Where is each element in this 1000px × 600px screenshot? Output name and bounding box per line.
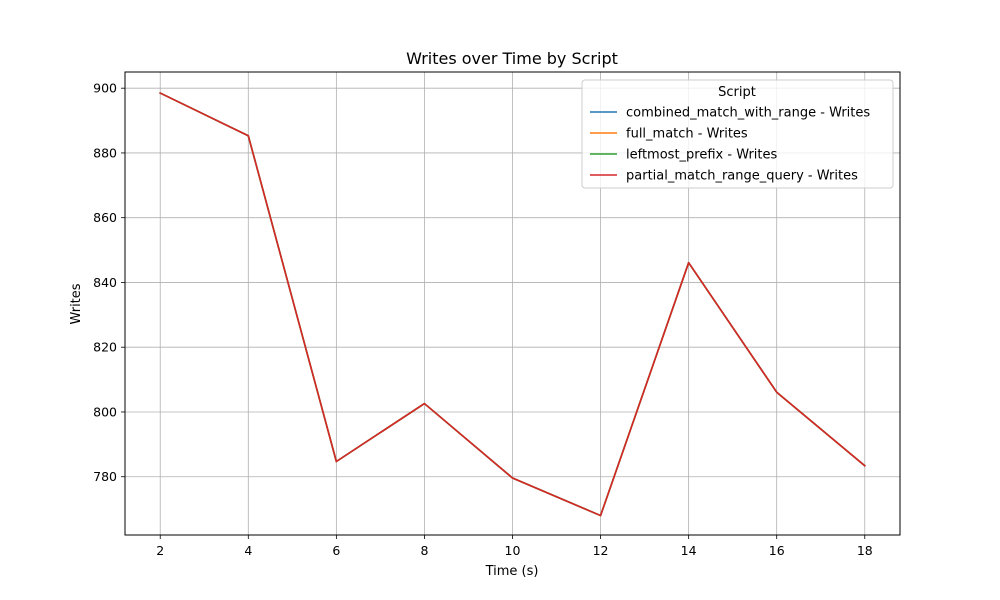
legend-title: Script — [718, 85, 756, 100]
x-tick-label: 14 — [681, 543, 697, 558]
x-tick-label: 4 — [244, 543, 252, 558]
x-tick-label: 10 — [505, 543, 521, 558]
x-tick-label: 2 — [156, 543, 164, 558]
x-tick-label: 6 — [332, 543, 340, 558]
legend-item-label: leftmost_prefix - Writes — [626, 148, 778, 163]
x-tick-label: 16 — [769, 543, 785, 558]
legend-box — [581, 79, 894, 189]
chart-title: Writes over Time by Script — [406, 49, 618, 68]
y-tick-label: 800 — [93, 404, 117, 419]
legend-item-label: partial_match_range_query - Writes — [626, 169, 858, 184]
y-axis-label: Writes — [69, 283, 84, 324]
legend-item-label: full_match - Writes — [626, 127, 748, 142]
y-tick-label: 880 — [93, 145, 117, 160]
y-tick-label: 780 — [93, 469, 117, 484]
y-tick-label: 900 — [93, 81, 117, 96]
series-lines — [159, 91, 866, 517]
y-tick-label: 820 — [93, 340, 117, 355]
x-axis-label: Time (s) — [485, 564, 539, 579]
x-tick-label: 12 — [593, 543, 609, 558]
legend-items: combined_match_with_range - Writes full_m… — [590, 106, 870, 184]
series-line-partial-match-range-query — [159, 91, 866, 517]
legend: Script combined_match_with_range - Write… — [581, 79, 894, 189]
y-tick-label: 860 — [93, 210, 117, 225]
y-tick-label: 840 — [93, 275, 117, 290]
x-tick-label: 18 — [857, 543, 873, 558]
x-tick-label: 8 — [420, 543, 428, 558]
axis-ticks: 2 4 6 8 10 12 14 16 18 780 800 820 840 860 880 900 — [93, 81, 873, 558]
legend-item-label: combined_match_with_range - Writes — [626, 106, 870, 121]
